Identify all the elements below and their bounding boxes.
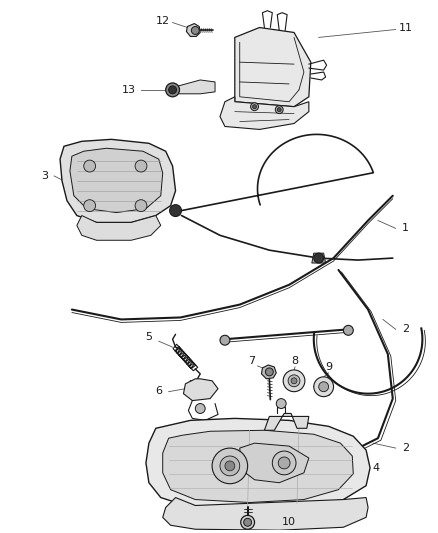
Circle shape: [272, 451, 296, 475]
Circle shape: [253, 104, 257, 109]
Polygon shape: [240, 443, 309, 483]
Circle shape: [343, 325, 353, 335]
Polygon shape: [179, 80, 215, 94]
Polygon shape: [235, 28, 311, 107]
Circle shape: [276, 399, 286, 408]
Polygon shape: [60, 139, 176, 222]
Circle shape: [135, 160, 147, 172]
Circle shape: [314, 377, 333, 397]
Circle shape: [265, 368, 273, 376]
Circle shape: [169, 86, 177, 94]
Circle shape: [220, 456, 240, 476]
Polygon shape: [220, 97, 309, 130]
Circle shape: [277, 108, 281, 111]
Circle shape: [84, 200, 95, 212]
Polygon shape: [146, 418, 370, 510]
Circle shape: [191, 27, 199, 35]
Text: 1: 1: [402, 223, 409, 233]
Text: 4: 4: [372, 463, 380, 473]
Circle shape: [135, 200, 147, 212]
Text: 2: 2: [402, 443, 409, 453]
Polygon shape: [312, 253, 325, 263]
Circle shape: [220, 335, 230, 345]
Text: 6: 6: [155, 386, 162, 395]
Circle shape: [319, 382, 328, 392]
Polygon shape: [184, 379, 218, 401]
Circle shape: [275, 106, 283, 114]
Circle shape: [291, 378, 297, 384]
Polygon shape: [261, 365, 276, 379]
Text: 7: 7: [248, 356, 255, 366]
Polygon shape: [187, 23, 200, 36]
Circle shape: [251, 103, 258, 111]
Circle shape: [241, 515, 254, 529]
Text: 10: 10: [282, 518, 296, 527]
Circle shape: [288, 375, 300, 387]
Circle shape: [195, 403, 205, 414]
Polygon shape: [77, 215, 161, 240]
Text: 5: 5: [145, 332, 152, 342]
Circle shape: [283, 370, 305, 392]
Polygon shape: [265, 414, 309, 430]
Text: 9: 9: [325, 362, 332, 372]
Text: 8: 8: [291, 356, 299, 366]
Circle shape: [84, 160, 95, 172]
Circle shape: [225, 461, 235, 471]
Polygon shape: [163, 430, 353, 503]
Text: 13: 13: [122, 85, 136, 95]
Circle shape: [170, 205, 181, 216]
Circle shape: [314, 253, 324, 263]
Polygon shape: [163, 498, 368, 530]
Circle shape: [278, 457, 290, 469]
Circle shape: [244, 519, 251, 526]
Polygon shape: [70, 148, 163, 213]
Circle shape: [212, 448, 247, 484]
Circle shape: [166, 83, 180, 97]
Text: 3: 3: [41, 171, 48, 181]
Text: 12: 12: [155, 15, 170, 26]
Text: 11: 11: [399, 22, 413, 33]
Text: 2: 2: [402, 325, 409, 334]
